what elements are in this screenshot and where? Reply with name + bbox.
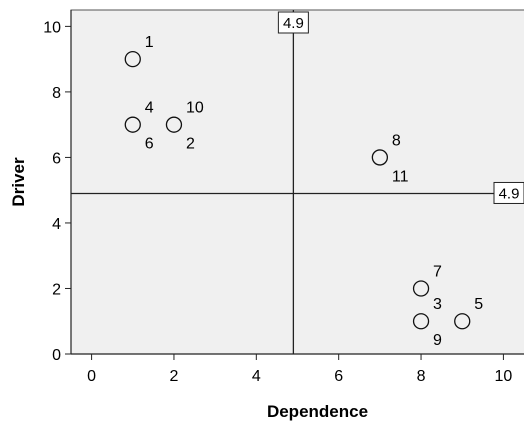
x-tick-label: 10 [495, 368, 513, 385]
data-points: 1 4 6 10 2 8 11 7 3 9 5 [124, 34, 483, 349]
reference-label: 4.9 [283, 15, 304, 32]
x-tick-label: 2 [170, 368, 179, 385]
point-label: 5 [474, 296, 483, 313]
x-tick-label: 4 [252, 368, 261, 385]
point-label: 4 [145, 100, 154, 117]
data-point [412, 280, 430, 297]
y-tick-label: 2 [52, 281, 61, 298]
data-point [371, 149, 389, 166]
y-tick-label: 6 [52, 150, 61, 167]
plot-area [70, 9, 524, 355]
x-tick-label: 0 [87, 368, 96, 385]
point-label: 11 [392, 168, 409, 185]
x-axis: 0 2 4 6 8 10 [71, 353, 524, 385]
x-tick-label: 8 [417, 368, 426, 385]
data-point [124, 50, 141, 68]
y-axis: 0 2 4 6 8 10 [43, 10, 72, 364]
y-tick-label: 8 [52, 85, 61, 102]
data-point [454, 313, 471, 330]
data-point [165, 116, 183, 133]
point-label: 10 [186, 100, 204, 117]
y-tick-label: 4 [52, 216, 61, 233]
x-tick-label: 6 [334, 368, 343, 385]
reference-label-box [277, 11, 309, 34]
y-axis-title: Driver [9, 157, 28, 207]
point-label: 8 [392, 132, 401, 149]
reference-label: 4.9 [499, 185, 520, 202]
y-tick-label: 0 [52, 347, 61, 364]
point-label: 6 [145, 136, 154, 153]
point-label: 2 [186, 136, 195, 153]
x-axis-title: Dependence [267, 402, 368, 421]
y-tick-label: 10 [43, 19, 61, 36]
point-label: 3 [433, 296, 442, 313]
reference-lines: 4.9 4.9 [71, 10, 524, 354]
data-point [124, 116, 141, 133]
point-label: 1 [145, 34, 154, 51]
reference-label-box [493, 181, 524, 204]
data-point [412, 313, 430, 330]
point-label: 7 [433, 263, 442, 280]
point-label: 9 [433, 332, 442, 349]
